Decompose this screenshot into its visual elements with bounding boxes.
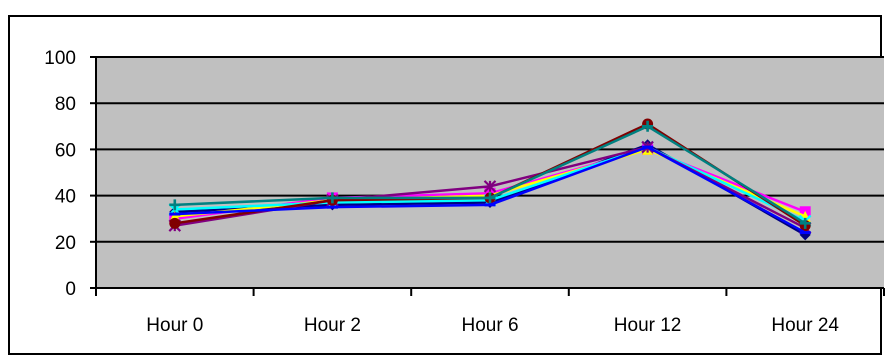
- series: [169, 145, 811, 235]
- y-tick-label: 0: [65, 279, 76, 300]
- data-point: [799, 217, 811, 229]
- data-point: [326, 192, 338, 204]
- y-tick-label: 60: [55, 140, 76, 161]
- data-point: [169, 217, 181, 229]
- y-tick-label: 40: [55, 187, 76, 208]
- y-tick-label: 80: [55, 94, 76, 115]
- y-tick-label: 20: [55, 233, 76, 254]
- data-point: [169, 199, 181, 211]
- series-lines: [168, 118, 812, 241]
- x-tick-label: Hour 12: [614, 315, 682, 336]
- x-tick-label: Hour 2: [304, 315, 361, 336]
- x-tick-labels: Hour 0 Hour 2 Hour 6 Hour 12 Hour 24: [146, 315, 839, 336]
- series: [169, 120, 811, 229]
- plot-area: [96, 57, 884, 288]
- data-point: [484, 192, 496, 204]
- y-tick-label: 100: [44, 48, 76, 69]
- data-point: [642, 120, 654, 132]
- x-tick-label: Hour 6: [461, 315, 518, 336]
- gridlines: [90, 56, 884, 289]
- x-tick-label: Hour 24: [771, 315, 839, 336]
- x-tick-label: Hour 0: [146, 315, 203, 336]
- y-tick-labels: 0 20 40 60 80 100: [44, 48, 76, 300]
- data-point: [483, 180, 497, 193]
- axes: [90, 57, 885, 296]
